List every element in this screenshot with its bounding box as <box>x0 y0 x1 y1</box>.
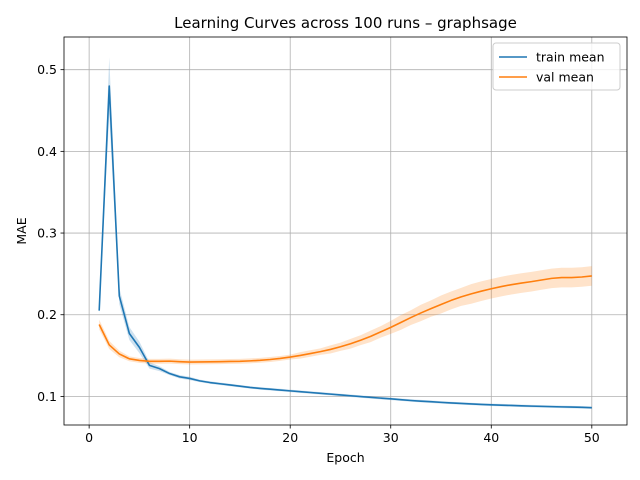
x-axis-label: Epoch <box>326 450 364 465</box>
y-tick-label: 0.4 <box>37 144 57 159</box>
confidence-bands <box>99 57 592 409</box>
chart-title: Learning Curves across 100 runs – graphs… <box>174 14 517 32</box>
y-tick-label: 0.1 <box>37 389 57 404</box>
y-tick-label: 0.3 <box>37 226 57 241</box>
val-mean-line <box>98 275 592 363</box>
x-tick-label: 10 <box>182 430 198 445</box>
x-tick-label: 50 <box>584 430 600 445</box>
y-tick-label: 0.2 <box>37 307 57 322</box>
legend-label-val-mean: val mean <box>536 70 594 85</box>
x-tick-label: 30 <box>383 430 399 445</box>
y-axis-label: MAE <box>14 217 29 244</box>
series-lines <box>98 85 592 409</box>
plot-frame <box>63 36 628 426</box>
x-tick-label: 0 <box>85 430 93 445</box>
y-axis-ticks: 0.1 0.2 0.3 0.4 0.5 <box>37 62 64 404</box>
val-mean-band <box>99 266 592 365</box>
x-tick-label: 20 <box>282 430 298 445</box>
legend-label-train-mean: train mean <box>536 50 605 65</box>
legend: train mean val mean <box>492 42 621 91</box>
legend-box <box>492 42 621 91</box>
train-mean-line <box>98 85 592 409</box>
y-tick-label: 0.5 <box>37 62 57 77</box>
x-tick-label: 40 <box>483 430 499 445</box>
x-axis-ticks: 0 10 20 30 40 50 <box>85 425 600 445</box>
